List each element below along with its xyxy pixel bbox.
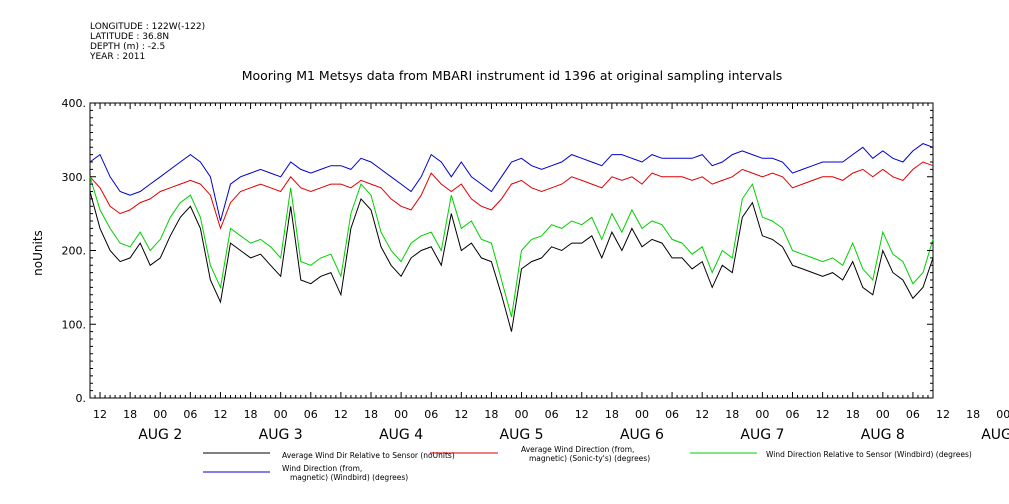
x-day-label: AUG 6 <box>620 427 664 443</box>
x-day-label: AUG 2 <box>138 427 182 443</box>
y-tick-label: 300. <box>62 171 87 184</box>
x-tick-label: 18 <box>966 408 980 421</box>
x-tick-label: 12 <box>575 408 589 421</box>
x-tick-label: 00 <box>876 408 890 421</box>
x-day-label: AUG 8 <box>861 427 905 443</box>
x-tick-label: 12 <box>334 408 348 421</box>
x-tick-label: 00 <box>515 408 529 421</box>
x-tick-label: 12 <box>213 408 227 421</box>
x-tick-label: 12 <box>936 408 950 421</box>
legend-label: Average Wind Dir Relative to Sensor (noU… <box>282 451 455 460</box>
x-tick-label: 06 <box>906 408 920 421</box>
x-tick-label: 12 <box>695 408 709 421</box>
y-tick-label: 100. <box>62 318 87 331</box>
x-tick-label: 18 <box>846 408 860 421</box>
x-tick-label: 18 <box>484 408 498 421</box>
legend: Average Wind Dir Relative to Sensor (noU… <box>203 445 972 482</box>
x-tick-label: 18 <box>244 408 258 421</box>
x-day-label: AUG 5 <box>500 427 544 443</box>
series-line-1 <box>89 191 934 332</box>
x-tick-label: 00 <box>274 408 288 421</box>
year-text: YEAR : 2011 <box>90 52 146 62</box>
chart-title: Mooring M1 Metsys data from MBARI instru… <box>242 68 783 83</box>
x-tick-label: 12 <box>454 408 468 421</box>
series-line-4 <box>89 143 934 222</box>
series-layer <box>89 143 934 332</box>
x-tick-label: 00 <box>996 408 1009 421</box>
x-tick-label: 06 <box>665 408 679 421</box>
x-day-label: AUG 3 <box>259 427 303 443</box>
x-tick-label: 06 <box>424 408 438 421</box>
legend-label: magnetic) (Sonic-ty's) (degrees) <box>529 454 650 463</box>
x-tick-label: 18 <box>123 408 137 421</box>
x-tick-label: 06 <box>183 408 197 421</box>
plot-frame <box>89 102 934 399</box>
x-tick-label: 06 <box>786 408 800 421</box>
legend-label: magnetic) (Windbird) (degrees) <box>290 473 408 482</box>
x-tick-label: 18 <box>605 408 619 421</box>
series-line-3 <box>89 176 934 318</box>
x-tick-label: 18 <box>364 408 378 421</box>
x-tick-label: 00 <box>153 408 167 421</box>
x-tick-label: 00 <box>755 408 769 421</box>
depth-text: DEPTH (m) : -2.5 <box>90 42 166 52</box>
y-tick-label: 0. <box>76 392 87 405</box>
x-tick-label: 12 <box>93 408 107 421</box>
legend-label: Average Wind Direction (from, <box>521 445 634 454</box>
y-tick-label: 400. <box>62 97 87 110</box>
x-tick-label: 18 <box>725 408 739 421</box>
longitude-text: LONGITUDE : 122W(-122) <box>90 22 206 32</box>
legend-label: Wind Direction Relative to Sensor (Windb… <box>766 450 972 459</box>
series-line-2 <box>89 161 934 230</box>
legend-label: Wind Direction (from, <box>282 464 362 473</box>
axis-layer: 0. 100. 200. 300. 400. 12 18 00 06 12 18 00 06 12 18 00… <box>62 97 1009 443</box>
x-tick-label: 00 <box>394 408 408 421</box>
x-tick-label: 12 <box>816 408 830 421</box>
x-tick-label: 00 <box>635 408 649 421</box>
metadata-block: LONGITUDE : 122W(-122) LATITUDE : 36.8N … <box>90 22 205 62</box>
x-day-label: AUG 9 <box>981 427 1009 443</box>
y-tick-label: 200. <box>62 245 87 258</box>
x-tick-label: 06 <box>545 408 559 421</box>
x-day-label: AUG 7 <box>740 427 784 443</box>
latitude-text: LATITUDE : 36.8N <box>90 32 170 42</box>
x-tick-label: 06 <box>304 408 318 421</box>
x-day-label: AUG 4 <box>379 427 423 443</box>
y-axis-label: noUnits <box>31 230 45 276</box>
